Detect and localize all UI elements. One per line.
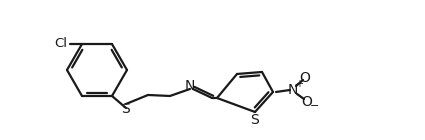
Text: S: S: [251, 113, 259, 127]
Text: N: N: [185, 79, 195, 93]
Text: +: +: [295, 79, 303, 89]
Text: N: N: [288, 83, 298, 97]
Text: Cl: Cl: [54, 37, 67, 50]
Text: O: O: [300, 71, 310, 85]
Text: O: O: [302, 95, 312, 109]
Text: −: −: [310, 101, 320, 111]
Text: S: S: [122, 102, 130, 116]
